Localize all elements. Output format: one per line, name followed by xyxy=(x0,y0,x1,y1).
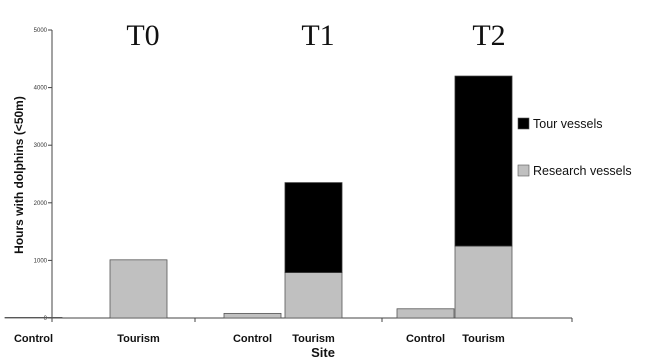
legend: Tour vessels Research vessels xyxy=(517,117,632,178)
x-category-label: Control xyxy=(406,333,445,345)
bar-research-t0-control xyxy=(4,317,63,319)
y-tick-label: 4000 xyxy=(34,86,48,92)
x-category-label: Tourism xyxy=(292,333,335,345)
y-tick-label: 3000 xyxy=(34,143,48,149)
x-category-label: Tourism xyxy=(462,333,505,345)
bar-research-t2-tourism xyxy=(454,245,513,319)
x-category-label: Control xyxy=(14,333,53,345)
bar-research-t1-tourism xyxy=(284,272,343,319)
bar-research-t0-tourism xyxy=(109,259,168,319)
y-tick-label: 0 xyxy=(44,316,48,322)
bars xyxy=(4,75,513,319)
y-axis: 0 1000 2000 3000 4000 5000 xyxy=(34,28,53,322)
legend-label-research-vessels: Research vessels xyxy=(533,164,632,178)
legend-label-tour-vessels: Tour vessels xyxy=(533,117,602,131)
panel-label-t1: T1 xyxy=(301,19,334,52)
category-labels: T0 Control Tourism T1 Control Tourism T2 Contro… xyxy=(14,19,506,345)
panel-label-t0: T0 xyxy=(126,19,159,52)
x-category-label: Control xyxy=(233,333,272,345)
panel-label-t2: T2 xyxy=(472,19,505,52)
y-axis-title: Hours with dolphins (<50m) xyxy=(12,96,26,254)
y-tick-label: 5000 xyxy=(34,28,48,34)
bar-research-t1-control xyxy=(223,312,282,319)
x-axis xyxy=(51,317,573,322)
x-axis-title: Site xyxy=(311,345,335,360)
bar-tour-t1-tourism xyxy=(284,182,343,273)
y-tick-label: 1000 xyxy=(34,258,48,264)
bar-tour-t2-tourism xyxy=(454,75,513,247)
x-category-label: Tourism xyxy=(117,333,160,345)
y-tick-label: 2000 xyxy=(34,201,48,207)
bar-research-t2-control xyxy=(396,308,455,319)
legend-swatch-research-vessels xyxy=(517,164,530,177)
legend-swatch-tour-vessels xyxy=(517,117,530,130)
